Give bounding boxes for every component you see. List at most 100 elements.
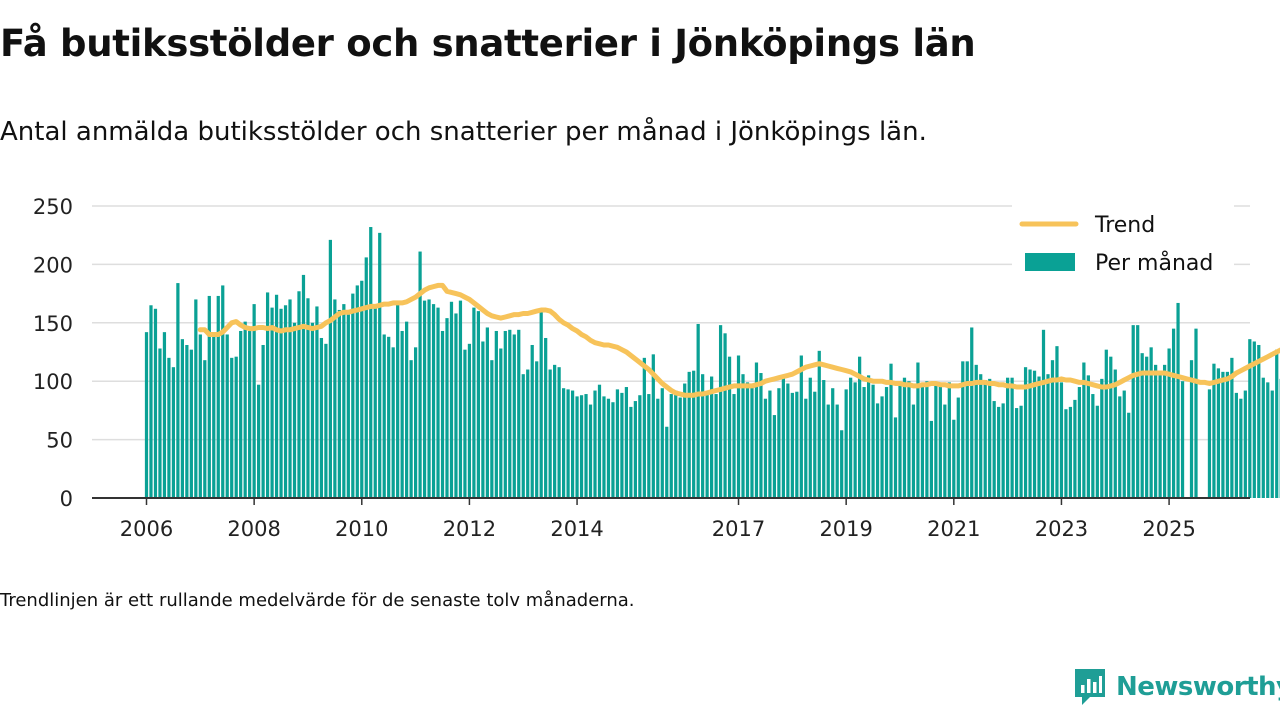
bar	[943, 404, 947, 498]
bar	[925, 381, 929, 498]
bar	[544, 337, 548, 498]
bar	[997, 406, 1001, 498]
x-tick-label: 2010	[335, 517, 388, 541]
bar	[162, 332, 167, 498]
bar	[916, 362, 920, 498]
bar	[239, 330, 243, 498]
bar	[763, 398, 768, 498]
bar	[360, 280, 364, 498]
bar	[1257, 344, 1261, 498]
bar	[153, 308, 158, 498]
bar	[369, 227, 373, 499]
bar	[602, 396, 606, 498]
bar	[660, 388, 664, 498]
bar	[992, 401, 996, 498]
legend-swatch-monthly	[1025, 253, 1075, 271]
bar	[1234, 392, 1238, 498]
bar	[485, 327, 489, 498]
bar	[736, 355, 741, 498]
bar	[938, 385, 942, 498]
bar	[579, 395, 584, 498]
bar	[1171, 328, 1176, 498]
bar	[799, 355, 803, 498]
bar	[144, 332, 149, 498]
y-tick-label: 150	[33, 312, 73, 336]
bar	[615, 389, 620, 498]
bar	[1086, 375, 1090, 498]
bar	[611, 402, 615, 498]
bar	[1248, 339, 1252, 498]
x-axis: 2006 2008 2010 2012 2014 2017 2019 2021 2023 2025	[92, 497, 1250, 541]
bar	[606, 398, 611, 498]
bar	[1194, 328, 1198, 498]
bar	[535, 361, 539, 498]
bar	[1176, 302, 1180, 498]
bar	[274, 294, 279, 498]
bar	[1167, 348, 1171, 498]
bar	[620, 392, 624, 498]
bar	[440, 330, 445, 498]
bar	[1275, 349, 1279, 498]
bar	[893, 417, 898, 498]
bar	[194, 299, 198, 498]
bar	[665, 426, 669, 498]
bar	[409, 360, 413, 498]
bar	[1252, 341, 1256, 498]
bar	[346, 314, 350, 498]
bar	[1055, 346, 1059, 498]
bar	[714, 394, 718, 498]
bar	[230, 357, 234, 498]
bar	[310, 322, 315, 498]
bar	[920, 387, 925, 498]
bar	[517, 329, 521, 498]
bar	[1180, 381, 1185, 498]
bar	[566, 389, 570, 498]
bar	[198, 334, 202, 498]
chart-subtitle: Antal anmälda butiksstölder och snatteri…	[0, 117, 927, 147]
bar	[804, 398, 808, 498]
bar	[189, 349, 193, 498]
bar	[629, 406, 633, 498]
newsworthy-logo-icon	[1075, 669, 1105, 705]
x-tick-label: 2017	[712, 517, 765, 541]
bar	[1095, 405, 1099, 498]
bar	[342, 304, 346, 498]
bar	[1068, 406, 1073, 498]
bar	[902, 377, 907, 498]
bar	[929, 420, 933, 498]
bar	[1212, 363, 1216, 498]
bar	[288, 299, 292, 498]
x-tick-label: 2023	[1035, 517, 1088, 541]
bar	[1216, 368, 1221, 498]
bar	[458, 300, 463, 498]
bar	[979, 374, 983, 498]
bar	[315, 306, 319, 498]
bar	[503, 330, 507, 498]
bar	[167, 357, 171, 498]
bar	[781, 375, 785, 498]
bar	[499, 348, 503, 498]
bar	[328, 239, 333, 498]
bar	[835, 404, 839, 498]
bar	[875, 403, 880, 498]
bar	[265, 292, 270, 498]
bar	[570, 390, 575, 498]
bar	[225, 334, 229, 498]
bar	[1050, 360, 1055, 498]
bar	[490, 360, 494, 498]
bar	[427, 299, 431, 498]
bar	[373, 304, 377, 498]
bar	[158, 348, 162, 498]
bar	[1010, 377, 1014, 498]
bar	[561, 388, 566, 498]
bar	[297, 291, 301, 498]
y-tick-label: 100	[33, 370, 73, 394]
bar	[351, 293, 355, 498]
bar	[248, 330, 252, 498]
bar-chart: 0 50 100 150 200 250 2006 2008 2010 2012 2014 2017…	[33, 195, 1280, 541]
bar	[575, 396, 579, 498]
legend: Trend Per månad	[1012, 204, 1234, 286]
bar	[1131, 325, 1135, 498]
bar	[597, 384, 602, 498]
bar	[301, 274, 306, 498]
